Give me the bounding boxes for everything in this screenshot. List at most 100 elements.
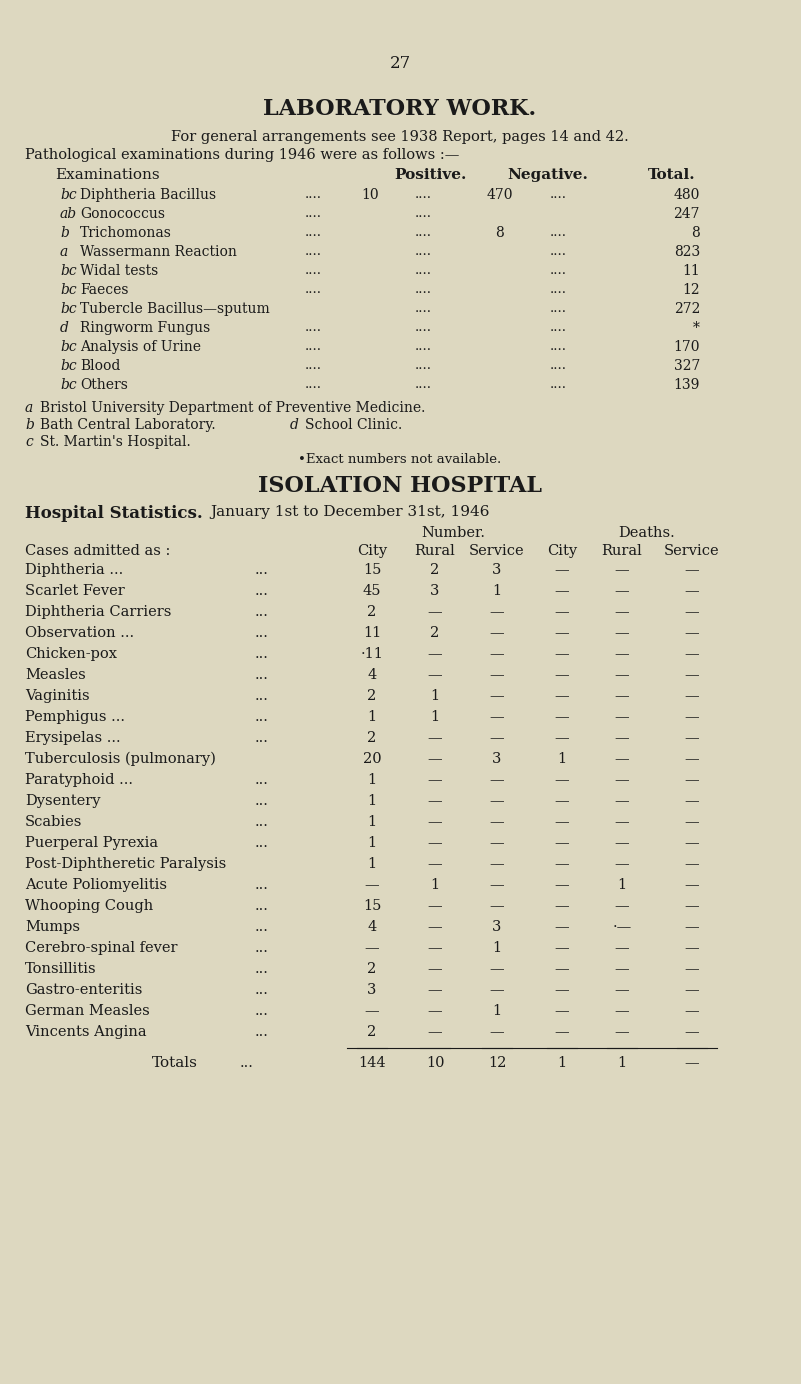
Text: 8: 8 <box>691 226 700 239</box>
Text: —: — <box>489 605 505 619</box>
Text: —: — <box>428 646 442 662</box>
Text: ...: ... <box>255 962 269 976</box>
Text: Paratyphoid ...: Paratyphoid ... <box>25 774 133 787</box>
Text: ....: .... <box>305 208 322 220</box>
Text: —: — <box>685 605 699 619</box>
Text: 15: 15 <box>363 900 381 913</box>
Text: —: — <box>614 1026 630 1039</box>
Text: ...: ... <box>255 626 269 639</box>
Text: ....: .... <box>305 226 322 239</box>
Text: 2: 2 <box>368 689 376 703</box>
Text: Pathological examinations during 1946 were as follows :—: Pathological examinations during 1946 we… <box>25 148 460 162</box>
Text: —: — <box>614 605 630 619</box>
Text: —: — <box>614 774 630 787</box>
Text: ....: .... <box>550 321 567 334</box>
Text: 2: 2 <box>368 1026 376 1039</box>
Text: —: — <box>614 941 630 955</box>
Text: 12: 12 <box>682 282 700 298</box>
Text: —: — <box>554 815 570 829</box>
Text: January 1st to December 31st, 1946: January 1st to December 31st, 1946 <box>210 505 489 519</box>
Text: a: a <box>25 401 34 415</box>
Text: ....: .... <box>415 358 432 372</box>
Text: —: — <box>614 815 630 829</box>
Text: —: — <box>428 731 442 745</box>
Text: 2: 2 <box>368 605 376 619</box>
Text: 1: 1 <box>368 710 376 724</box>
Text: 480: 480 <box>674 188 700 202</box>
Text: 1: 1 <box>493 584 501 598</box>
Text: —: — <box>554 731 570 745</box>
Text: —: — <box>685 836 699 850</box>
Text: ...: ... <box>255 689 269 703</box>
Text: —: — <box>614 584 630 598</box>
Text: 1: 1 <box>368 774 376 787</box>
Text: Cases admitted as :: Cases admitted as : <box>25 544 171 558</box>
Text: 27: 27 <box>389 55 411 72</box>
Text: ...: ... <box>255 794 269 808</box>
Text: —: — <box>614 710 630 724</box>
Text: b: b <box>25 418 34 432</box>
Text: b: b <box>60 226 69 239</box>
Text: 1: 1 <box>618 877 626 893</box>
Text: ....: .... <box>550 264 567 277</box>
Text: ...: ... <box>255 710 269 724</box>
Text: —: — <box>685 877 699 893</box>
Text: —: — <box>428 1026 442 1039</box>
Text: —: — <box>614 857 630 871</box>
Text: Examinations: Examinations <box>55 167 159 183</box>
Text: *: * <box>693 321 700 335</box>
Text: •Exact numbers not available.: •Exact numbers not available. <box>299 453 501 466</box>
Text: Post-Diphtheretic Paralysis: Post-Diphtheretic Paralysis <box>25 857 226 871</box>
Text: —: — <box>685 752 699 765</box>
Text: —: — <box>554 646 570 662</box>
Text: 3: 3 <box>493 752 501 765</box>
Text: ....: .... <box>305 282 322 296</box>
Text: ....: .... <box>550 340 567 353</box>
Text: ....: .... <box>415 378 432 392</box>
Text: Hospital Statistics.: Hospital Statistics. <box>25 505 203 522</box>
Text: ....: .... <box>550 188 567 201</box>
Text: —: — <box>489 836 505 850</box>
Text: Acute Poliomyelitis: Acute Poliomyelitis <box>25 877 167 893</box>
Text: —: — <box>554 584 570 598</box>
Text: Mumps: Mumps <box>25 920 80 934</box>
Text: ....: .... <box>415 245 432 257</box>
Text: Wassermann Reaction: Wassermann Reaction <box>80 245 237 259</box>
Text: 823: 823 <box>674 245 700 259</box>
Text: Faeces: Faeces <box>80 282 128 298</box>
Text: 4: 4 <box>368 920 376 934</box>
Text: —: — <box>489 646 505 662</box>
Text: Pemphigus ...: Pemphigus ... <box>25 710 125 724</box>
Text: ....: .... <box>550 282 567 296</box>
Text: —: — <box>364 941 380 955</box>
Text: 8: 8 <box>496 226 505 239</box>
Text: —: — <box>489 1026 505 1039</box>
Text: —: — <box>489 983 505 996</box>
Text: 1: 1 <box>368 794 376 808</box>
Text: 139: 139 <box>674 378 700 392</box>
Text: Totals: Totals <box>152 1056 198 1070</box>
Text: Diphtheria Carriers: Diphtheria Carriers <box>25 605 171 619</box>
Text: ....: .... <box>305 340 322 353</box>
Text: Tuberculosis (pulmonary): Tuberculosis (pulmonary) <box>25 752 216 767</box>
Text: ...: ... <box>255 836 269 850</box>
Text: ...: ... <box>255 668 269 682</box>
Text: —: — <box>489 857 505 871</box>
Text: Scarlet Fever: Scarlet Fever <box>25 584 125 598</box>
Text: bc: bc <box>60 188 77 202</box>
Text: —: — <box>554 941 570 955</box>
Text: Vaginitis: Vaginitis <box>25 689 90 703</box>
Text: ab: ab <box>60 208 77 221</box>
Text: —: — <box>614 752 630 765</box>
Text: —: — <box>554 563 570 577</box>
Text: ...: ... <box>255 605 269 619</box>
Text: Scabies: Scabies <box>25 815 83 829</box>
Text: —: — <box>554 689 570 703</box>
Text: Positive.: Positive. <box>394 167 466 183</box>
Text: 2: 2 <box>430 626 440 639</box>
Text: ...: ... <box>240 1056 254 1070</box>
Text: Measles: Measles <box>25 668 86 682</box>
Text: ....: .... <box>550 302 567 316</box>
Text: ....: .... <box>415 264 432 277</box>
Text: —: — <box>685 731 699 745</box>
